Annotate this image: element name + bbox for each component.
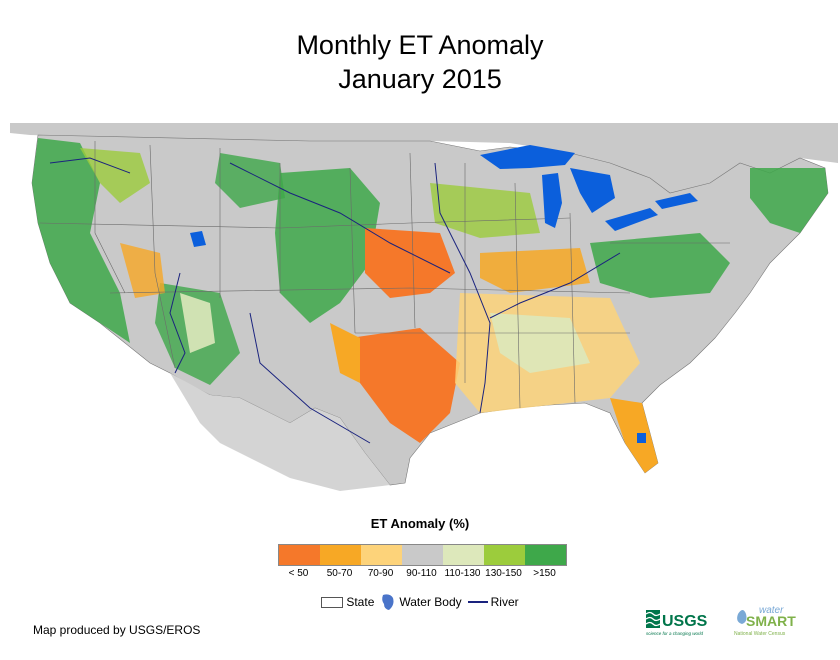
water-drop-icon <box>737 610 747 624</box>
central-orange <box>365 228 455 298</box>
key-state: State <box>321 595 374 609</box>
ohio-amber <box>480 248 590 293</box>
anomaly-patches <box>32 138 828 473</box>
watersmart-logo: water SMART National Water Census <box>734 605 796 637</box>
usgs-logo: USGS science for a changing world <box>646 610 708 636</box>
lake-michigan <box>542 173 562 228</box>
water-text: water <box>759 605 784 616</box>
legend-title: ET Anomaly (%) <box>370 516 470 531</box>
mexico-land <box>170 373 390 491</box>
water-bodies <box>190 145 698 443</box>
lake-okeechobee <box>637 433 646 443</box>
usgs-text: USGS <box>662 613 708 630</box>
water-body-icon <box>382 594 394 610</box>
legend-swatch-50-70 <box>320 545 361 565</box>
key-river-label: River <box>490 595 519 609</box>
great-basin-amber <box>120 243 165 298</box>
arizona-light <box>180 293 215 353</box>
montana-green <box>215 153 285 208</box>
legend-swatch-110-130 <box>443 545 484 565</box>
legend-swatch-130-150 <box>484 545 525 565</box>
title-line-1: Monthly ET Anomaly <box>296 30 544 60</box>
state-outline-icon <box>321 596 344 608</box>
upper-midwest-green <box>430 183 540 238</box>
newengland-green <box>750 168 828 233</box>
cascades-green <box>80 148 150 203</box>
census-text: National Water Census <box>734 631 786 637</box>
et-anomaly-map <box>10 123 838 491</box>
southeast-pale <box>490 313 590 373</box>
map-key: State Water Body River <box>0 593 840 611</box>
legend-label: 90-110 <box>406 568 437 579</box>
legend-label: 130-150 <box>485 568 522 579</box>
lake-erie <box>605 208 658 231</box>
legend-label: >150 <box>533 568 556 579</box>
legend-swatch-70-90 <box>361 545 402 565</box>
smart-text: SMART <box>746 613 796 629</box>
missouri-river <box>229 162 451 274</box>
colorado-river <box>169 272 186 374</box>
texas-amber <box>330 323 360 383</box>
key-state-label: State <box>346 595 375 609</box>
river-line-icon <box>467 601 488 603</box>
florida-amber <box>610 398 658 473</box>
title-line-2: January 2015 <box>338 64 502 94</box>
midatlantic-green <box>590 233 730 298</box>
canada-land <box>10 123 838 193</box>
rio-grande <box>249 312 371 444</box>
legend-swatch-lt50 <box>279 545 320 565</box>
usgs-tagline: science for a changing world <box>646 631 704 636</box>
lake-superior <box>480 145 575 169</box>
state-boundaries <box>39 141 730 409</box>
legend-labels: < 50 50-70 70-90 90-110 110-130 130-150 … <box>278 568 565 582</box>
legend-label: 70-90 <box>367 568 394 579</box>
key-water-body-label: Water Body <box>399 595 462 609</box>
map-title: Monthly ET Anomaly January 2015 <box>0 28 840 96</box>
key-river: River <box>467 595 519 609</box>
lake-huron <box>570 168 615 213</box>
rivers <box>49 157 621 444</box>
pacific-coast-green <box>32 138 130 343</box>
ohio-river <box>489 252 621 319</box>
lake-ontario <box>655 193 698 209</box>
legend-swatches <box>278 544 567 566</box>
columbia-river <box>49 157 131 174</box>
legend-swatch-90-110 <box>402 545 443 565</box>
legend-swatch-gt150 <box>525 545 566 565</box>
legend-label: 50-70 <box>326 568 353 579</box>
legend-label: < 50 <box>288 568 309 579</box>
great-salt-lake <box>190 231 206 247</box>
mississippi-river <box>434 162 491 414</box>
map-credit: Map produced by USGS/EROS <box>33 623 201 637</box>
legend-label: 110-130 <box>444 568 481 579</box>
key-water-body: Water Body <box>380 593 462 611</box>
agency-logos: USGS science for a changing world water … <box>646 605 796 637</box>
texas-orange <box>350 328 460 443</box>
